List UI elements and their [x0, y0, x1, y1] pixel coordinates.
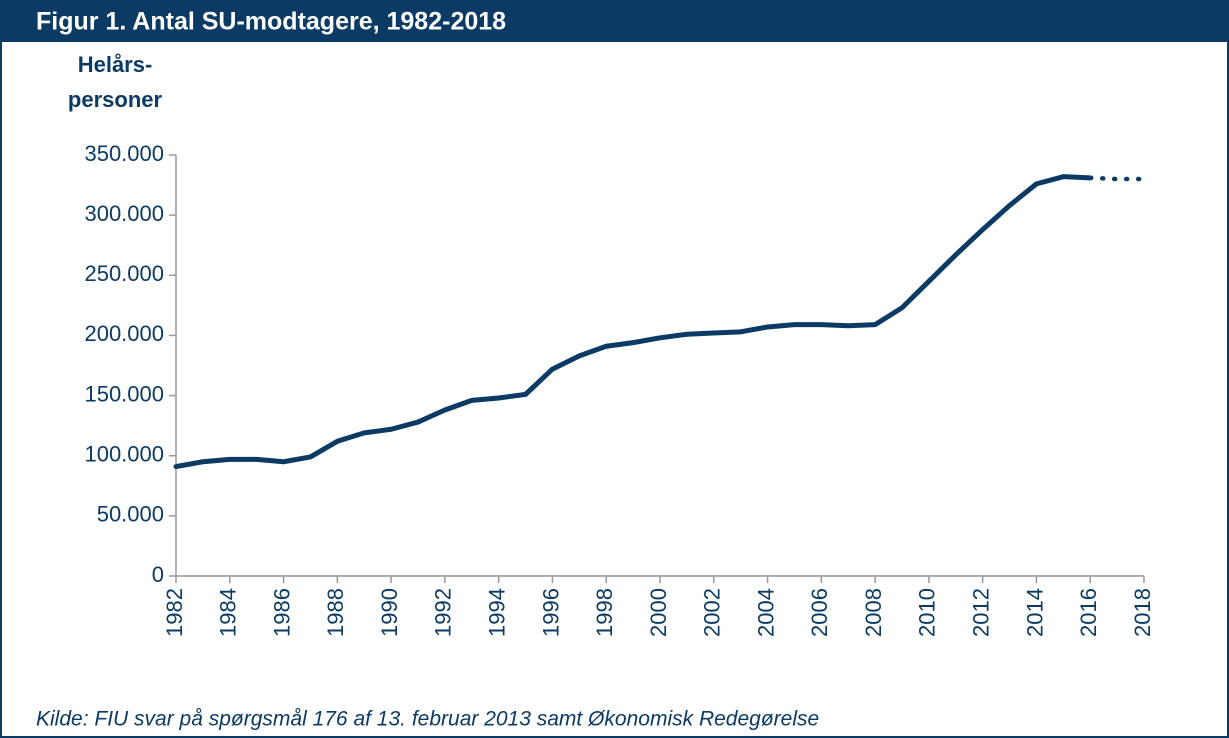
x-tick-label: 1998 — [592, 588, 617, 637]
x-tick-label: 1988 — [323, 588, 348, 637]
y-axis-label: Helårs- — [78, 52, 153, 77]
x-tick-label: 2006 — [807, 588, 832, 637]
y-tick-label: 150.000 — [84, 381, 164, 406]
y-tick-label: 250.000 — [84, 261, 164, 286]
x-tick-label: 1982 — [162, 588, 187, 637]
x-tick-label: 1992 — [431, 588, 456, 637]
y-axis-label: personer — [68, 87, 163, 112]
x-tick-label: 1990 — [377, 588, 402, 637]
y-tick-label: 200.000 — [84, 321, 164, 346]
x-tick-label: 2016 — [1076, 588, 1101, 637]
x-tick-label: 1994 — [484, 588, 509, 637]
y-tick-label: 100.000 — [84, 442, 164, 467]
y-tick-label: 50.000 — [97, 502, 164, 527]
x-tick-label: 2008 — [861, 588, 886, 637]
x-tick-label: 2012 — [968, 588, 993, 637]
x-tick-label: 2014 — [1022, 588, 1047, 637]
x-tick-label: 1986 — [269, 588, 294, 637]
x-tick-label: 2004 — [753, 588, 778, 637]
y-tick-label: 300.000 — [84, 201, 164, 226]
x-tick-label: 2018 — [1130, 588, 1155, 637]
y-tick-label: 350.000 — [84, 141, 164, 166]
x-tick-label: 2000 — [646, 588, 671, 637]
y-tick-label: 0 — [152, 562, 164, 587]
x-tick-label: 1984 — [216, 588, 241, 637]
data-line — [1087, 175, 1147, 182]
x-tick-label: 2010 — [915, 588, 940, 637]
chart-title: Figur 1. Antal SU-modtagere, 1982-2018 — [36, 8, 506, 36]
x-tick-label: 1996 — [538, 588, 563, 637]
source-note: Kilde: FIU svar på spørgsmål 176 af 13. … — [36, 708, 819, 731]
data-line — [173, 174, 1093, 470]
title-bar — [0, 0, 1229, 42]
x-tick-label: 2002 — [700, 588, 725, 637]
